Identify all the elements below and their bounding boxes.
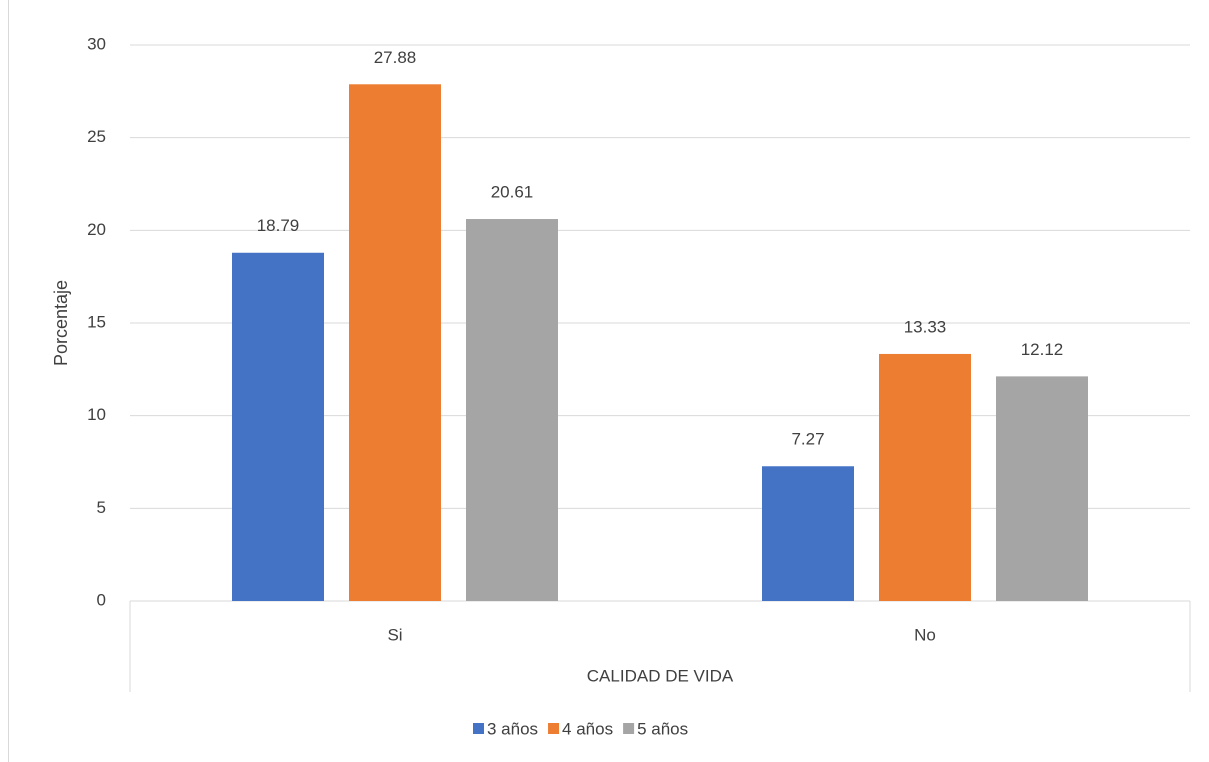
legend-label: 4 años xyxy=(562,719,613,738)
bar xyxy=(349,84,441,602)
legend-swatch xyxy=(473,723,484,734)
bar xyxy=(879,353,971,601)
y-tick-label: 15 xyxy=(87,312,106,331)
x-tick-label: Si xyxy=(387,625,402,644)
y-tick-label: 0 xyxy=(97,590,106,609)
bar xyxy=(232,252,324,601)
x-tick-label: No xyxy=(914,625,936,644)
data-label: 20.61 xyxy=(491,183,534,202)
legend-label: 3 años xyxy=(487,719,538,738)
data-label: 18.79 xyxy=(257,216,300,235)
y-axis-label: Porcentaje xyxy=(51,280,71,366)
y-tick-label: 10 xyxy=(87,405,106,424)
legend-swatch xyxy=(548,723,560,734)
legend-swatch xyxy=(623,723,635,734)
y-tick-label: 20 xyxy=(87,220,106,239)
y-tick-label: 5 xyxy=(97,498,106,517)
x-axis-label: CALIDAD DE VIDA xyxy=(587,666,734,685)
legend-label: 5 años xyxy=(637,719,688,738)
data-label: 7.27 xyxy=(791,430,824,449)
bar xyxy=(466,219,558,601)
y-tick-label: 25 xyxy=(87,127,106,146)
data-label: 27.88 xyxy=(374,48,417,67)
bar xyxy=(996,376,1088,601)
y-tick-label: 30 xyxy=(87,34,106,53)
data-label: 13.33 xyxy=(904,317,947,336)
bar xyxy=(762,466,854,601)
chart-frame xyxy=(8,0,9,762)
data-label: 12.12 xyxy=(1021,340,1064,359)
